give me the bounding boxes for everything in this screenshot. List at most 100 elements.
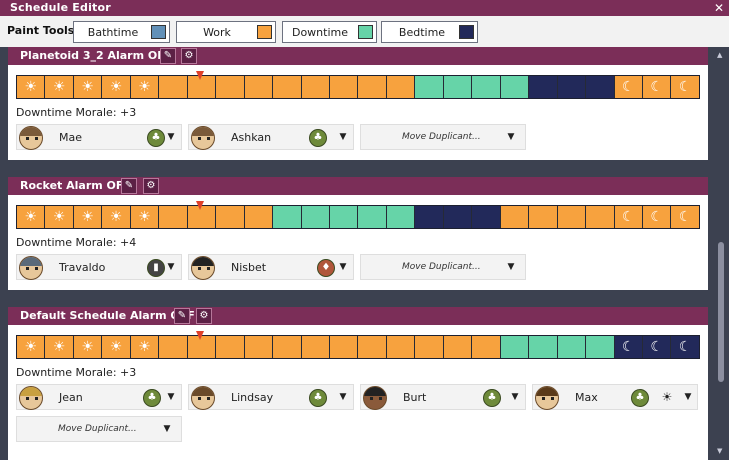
schedule-block-work[interactable] (500, 206, 530, 228)
schedule-block-work[interactable]: ☾ (671, 206, 699, 228)
schedule-block-work[interactable] (472, 336, 501, 358)
schedule-block-downtime[interactable] (529, 336, 558, 358)
schedule-block-downtime[interactable] (386, 206, 416, 228)
schedule-block-work[interactable]: ☀ (130, 336, 160, 358)
scrollbar[interactable]: ▲ ▼ (713, 47, 729, 460)
schedule-block-work[interactable]: ☀ (17, 76, 46, 98)
schedule-block-work[interactable] (358, 76, 387, 98)
chevron-down-icon[interactable]: ▼ (507, 132, 515, 142)
schedule-block-work[interactable]: ☾ (614, 76, 643, 98)
schedule-block-work[interactable] (386, 76, 416, 98)
schedule-block-work[interactable] (443, 336, 473, 358)
scroll-up-icon[interactable]: ▲ (717, 51, 723, 59)
schedule-block-work[interactable]: ☀ (17, 336, 46, 358)
schedule-block-bedtime[interactable] (443, 206, 473, 228)
schedule-block-work[interactable] (557, 206, 587, 228)
duplicant-entry[interactable]: Nisbet ♦ ▼ (188, 254, 354, 280)
pencil-icon[interactable]: ✎ (160, 48, 176, 64)
move-duplicant-dropdown[interactable]: Move Duplicant... ▼ (360, 254, 526, 280)
schedule-block-work[interactable] (301, 76, 330, 98)
schedule-block-bedtime[interactable]: ☾ (614, 336, 643, 358)
schedule-block-work[interactable]: ☀ (130, 76, 160, 98)
schedule-block-work[interactable] (273, 336, 302, 358)
schedule-block-bedtime[interactable] (472, 206, 501, 228)
schedule-block-work[interactable] (301, 336, 330, 358)
schedule-block-bar[interactable]: ☀ ☀ ☀ ☀ ☀ ☾ ☾ ☾ (16, 335, 700, 359)
chevron-down-icon[interactable]: ▼ (339, 262, 347, 272)
schedule-block-downtime[interactable] (586, 336, 615, 358)
schedule-block-downtime[interactable] (472, 76, 501, 98)
schedule-block-work[interactable] (159, 76, 188, 98)
duplicant-entry[interactable]: Max ♣ ☀ ▼ (532, 384, 698, 410)
schedule-block-work[interactable]: ☾ (642, 206, 672, 228)
close-icon[interactable]: ✕ (713, 1, 725, 15)
schedule-block-bedtime[interactable] (415, 206, 444, 228)
schedule-block-downtime[interactable] (500, 76, 530, 98)
chevron-down-icon[interactable]: ▼ (339, 132, 347, 142)
schedule-block-work[interactable]: ☀ (45, 76, 74, 98)
paint-tool-work[interactable]: Work (176, 21, 276, 43)
schedule-block-work[interactable] (273, 76, 302, 98)
schedule-block-work[interactable]: ☀ (102, 206, 131, 228)
schedule-block-work[interactable]: ☀ (45, 206, 74, 228)
schedule-block-work[interactable] (216, 76, 245, 98)
schedule-block-work[interactable]: ☾ (614, 206, 643, 228)
schedule-block-work[interactable] (216, 206, 245, 228)
schedule-block-bedtime[interactable] (557, 76, 587, 98)
schedule-block-downtime[interactable] (358, 206, 387, 228)
gear-icon[interactable]: ⚙ (143, 178, 159, 194)
chevron-down-icon[interactable]: ▼ (167, 392, 175, 402)
pencil-icon[interactable]: ✎ (121, 178, 137, 194)
schedule-block-downtime[interactable] (557, 336, 587, 358)
chevron-down-icon[interactable]: ▼ (167, 262, 175, 272)
chevron-down-icon[interactable]: ▼ (339, 392, 347, 402)
schedule-block-work[interactable] (159, 336, 188, 358)
schedule-block-work[interactable] (244, 336, 274, 358)
schedule-block-bedtime[interactable]: ☾ (671, 336, 699, 358)
schedule-block-work[interactable]: ☀ (73, 76, 103, 98)
schedule-block-work[interactable]: ☀ (73, 336, 103, 358)
paint-tool-bathtime[interactable]: Bathtime (73, 21, 170, 43)
schedule-block-work[interactable] (187, 336, 217, 358)
schedule-block-work[interactable] (415, 336, 444, 358)
schedule-block-work[interactable] (159, 206, 188, 228)
schedule-block-downtime[interactable] (273, 206, 302, 228)
schedule-block-work[interactable] (386, 336, 416, 358)
gear-icon[interactable]: ⚙ (181, 48, 197, 64)
schedule-block-work[interactable] (244, 206, 274, 228)
schedule-block-work[interactable]: ☀ (73, 206, 103, 228)
schedule-block-work[interactable] (329, 336, 359, 358)
schedule-block-work[interactable] (586, 206, 615, 228)
scroll-down-icon[interactable]: ▼ (717, 447, 723, 455)
schedule-block-work[interactable]: ☀ (45, 336, 74, 358)
schedule-block-bedtime[interactable] (586, 76, 615, 98)
schedule-block-downtime[interactable] (500, 336, 530, 358)
duplicant-entry[interactable]: Ashkan ♣ ▼ (188, 124, 354, 150)
schedule-block-work[interactable] (358, 336, 387, 358)
chevron-down-icon[interactable]: ▼ (511, 392, 519, 402)
pencil-icon[interactable]: ✎ (174, 308, 190, 324)
schedule-block-work[interactable] (216, 336, 245, 358)
paint-tool-downtime[interactable]: Downtime (282, 21, 377, 43)
schedule-block-work[interactable]: ☀ (102, 336, 131, 358)
schedule-block-bedtime[interactable] (529, 76, 558, 98)
move-duplicant-dropdown[interactable]: Move Duplicant... ▼ (360, 124, 526, 150)
schedule-block-bar[interactable]: ☀ ☀ ☀ ☀ ☀ ☾ ☾ ☾ (16, 75, 700, 99)
chevron-down-icon[interactable]: ▼ (167, 132, 175, 142)
duplicant-entry[interactable]: Travaldo ▮ ▼ (16, 254, 182, 280)
move-duplicant-dropdown[interactable]: Move Duplicant... ▼ (16, 416, 182, 442)
schedule-block-work[interactable] (329, 76, 359, 98)
schedule-block-downtime[interactable] (443, 76, 473, 98)
chevron-down-icon[interactable]: ▼ (163, 424, 171, 434)
duplicant-entry[interactable]: Burt ♣ ▼ (360, 384, 526, 410)
schedule-block-work[interactable]: ☀ (17, 206, 46, 228)
schedule-block-bedtime[interactable]: ☾ (642, 336, 672, 358)
chevron-down-icon[interactable]: ▼ (684, 392, 692, 402)
scrollbar-thumb[interactable] (718, 242, 724, 382)
schedule-block-bar[interactable]: ☀ ☀ ☀ ☀ ☀ ☾ ☾ ☾ (16, 205, 700, 229)
schedule-block-downtime[interactable] (301, 206, 330, 228)
schedule-block-downtime[interactable] (415, 76, 444, 98)
schedule-block-work[interactable] (187, 76, 217, 98)
schedule-block-work[interactable] (529, 206, 558, 228)
schedule-block-work[interactable] (187, 206, 217, 228)
